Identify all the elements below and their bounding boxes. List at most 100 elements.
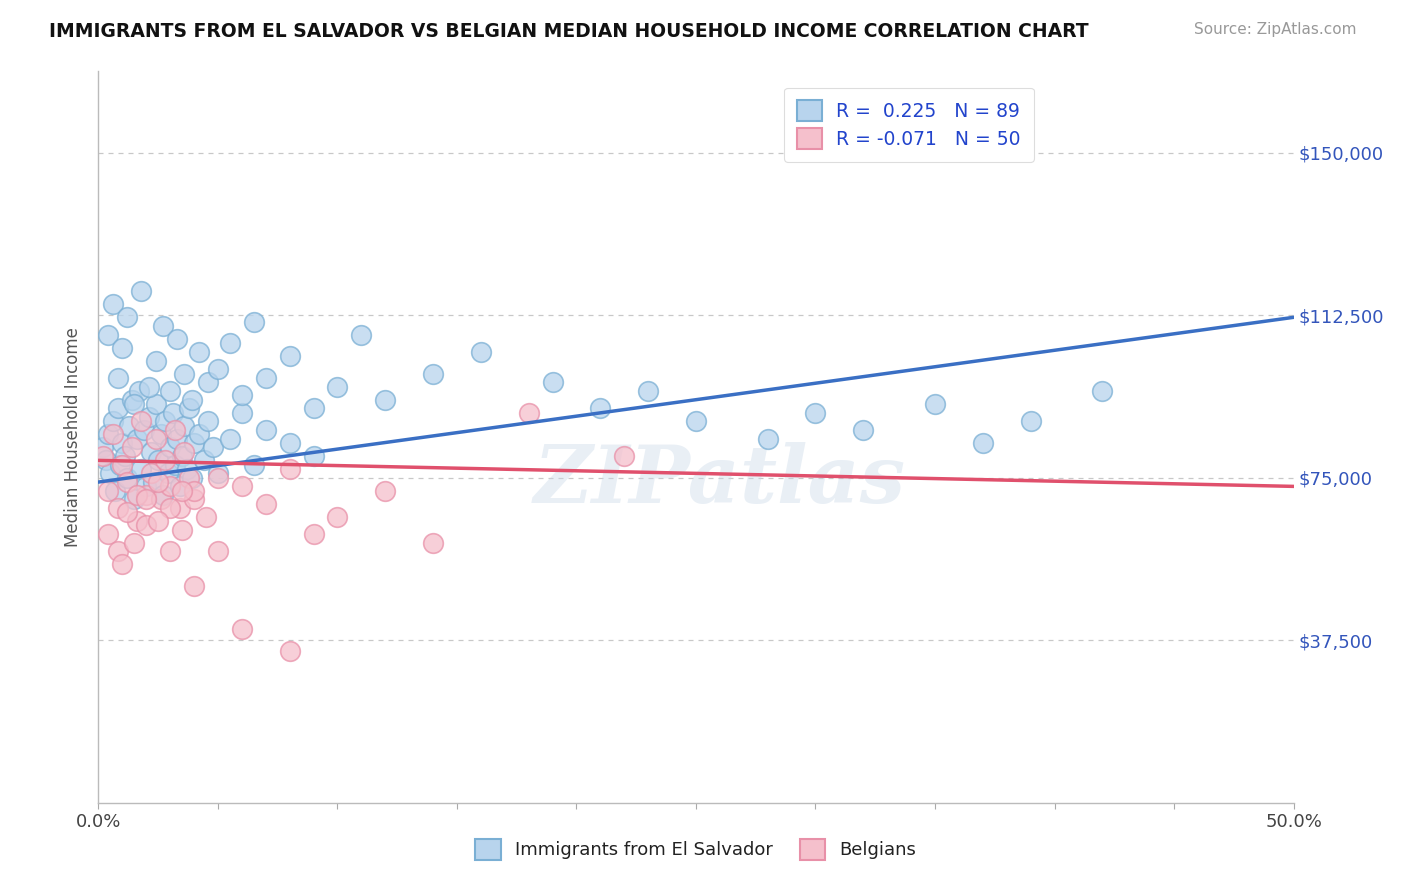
Point [139, 444, 162, 458]
Point [145, 432, 167, 446]
Point [118, 418, 141, 433]
Point [254, 423, 277, 437]
Point [115, 310, 138, 325]
Point [207, 362, 229, 376]
Point [97, 327, 120, 342]
Point [243, 315, 266, 329]
Point [180, 392, 202, 407]
Point [156, 467, 179, 481]
Point [173, 418, 195, 433]
Point [350, 327, 373, 342]
Point [183, 579, 205, 593]
Point [145, 353, 167, 368]
Point [108, 458, 131, 472]
Point [142, 475, 165, 489]
Point [162, 406, 184, 420]
Point [155, 453, 177, 467]
Point [278, 349, 301, 363]
Point [972, 436, 994, 450]
Point [97, 527, 120, 541]
Point [135, 492, 157, 507]
Point [1019, 414, 1042, 428]
Point [243, 458, 266, 472]
Point [183, 483, 205, 498]
Point [131, 285, 153, 299]
Point [302, 527, 325, 541]
Point [98, 467, 122, 481]
Point [148, 475, 170, 489]
Point [589, 401, 612, 416]
Point [145, 397, 167, 411]
Point [179, 471, 201, 485]
Point [179, 401, 201, 416]
Point [135, 479, 157, 493]
Point [422, 367, 444, 381]
Point [125, 514, 148, 528]
Point [138, 380, 160, 394]
Point [207, 467, 229, 481]
Point [187, 345, 209, 359]
Point [172, 449, 194, 463]
Y-axis label: Median Household Income: Median Household Income [65, 327, 83, 547]
Point [231, 388, 253, 402]
Point [173, 444, 195, 458]
Point [152, 318, 174, 333]
Point [193, 453, 215, 467]
Point [302, 401, 325, 416]
Point [107, 544, 129, 558]
Point [114, 449, 136, 463]
Point [163, 458, 186, 472]
Point [278, 644, 301, 658]
Point [111, 558, 134, 572]
Point [94, 453, 117, 467]
Point [804, 406, 827, 420]
Point [124, 535, 146, 549]
Point [169, 501, 191, 516]
Point [541, 376, 564, 390]
Point [124, 397, 146, 411]
Point [231, 623, 253, 637]
Point [107, 371, 129, 385]
Point [101, 427, 124, 442]
Text: IMMIGRANTS FROM EL SALVADOR VS BELGIAN MEDIAN HOUSEHOLD INCOME CORRELATION CHART: IMMIGRANTS FROM EL SALVADOR VS BELGIAN M… [49, 22, 1088, 41]
Point [111, 436, 134, 450]
Point [172, 523, 194, 537]
Point [517, 406, 540, 420]
Point [685, 414, 707, 428]
Point [159, 441, 181, 455]
Point [166, 332, 188, 346]
Point [197, 376, 219, 390]
Point [172, 483, 194, 498]
Point [115, 471, 138, 485]
Point [207, 544, 229, 558]
Point [125, 488, 148, 502]
Point [159, 544, 181, 558]
Point [1091, 384, 1114, 398]
Point [195, 509, 218, 524]
Point [135, 518, 157, 533]
Point [128, 384, 150, 398]
Point [139, 467, 162, 481]
Point [924, 397, 946, 411]
Point [197, 414, 219, 428]
Point [422, 535, 444, 549]
Point [125, 432, 148, 446]
Point [183, 436, 205, 450]
Point [254, 371, 277, 385]
Point [149, 492, 172, 507]
Point [231, 406, 253, 420]
Point [132, 423, 155, 437]
Point [756, 432, 779, 446]
Point [115, 475, 138, 489]
Point [302, 449, 325, 463]
Point [91, 449, 114, 463]
Point [326, 380, 349, 394]
Point [131, 414, 153, 428]
Point [183, 492, 205, 507]
Point [152, 488, 174, 502]
Point [852, 423, 875, 437]
Point [159, 384, 181, 398]
Point [111, 341, 134, 355]
Point [326, 509, 349, 524]
Point [637, 384, 659, 398]
